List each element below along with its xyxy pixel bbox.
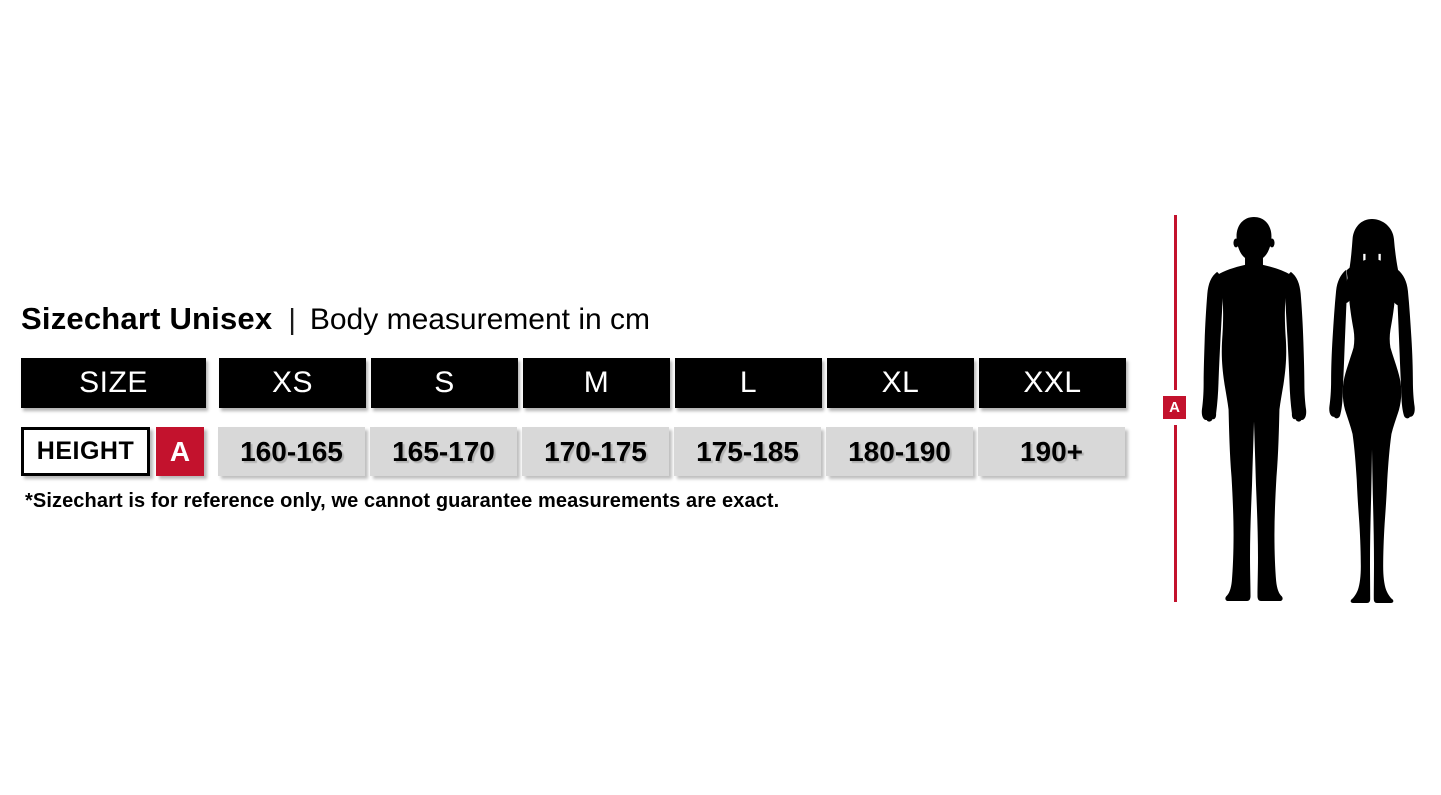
size-col-xs: XS: [219, 358, 366, 408]
height-value-xl: 180-190: [826, 427, 973, 476]
title-main: Sizechart Unisex: [21, 301, 273, 336]
male-silhouette-icon: [1201, 216, 1307, 602]
height-measure-line-bottom: [1174, 425, 1177, 602]
height-marker-badge: A: [156, 427, 204, 476]
height-value-xs: 160-165: [218, 427, 365, 476]
size-col-xl: XL: [827, 358, 974, 408]
size-col-l: L: [675, 358, 822, 408]
figure-marker-badge: A: [1163, 396, 1186, 419]
female-silhouette-icon: [1329, 219, 1415, 603]
footnote: *Sizechart is for reference only, we can…: [25, 490, 780, 512]
height-value-l: 175-185: [674, 427, 821, 476]
height-label-cell: HEIGHT: [21, 427, 150, 476]
height-value-s: 165-170: [370, 427, 517, 476]
height-value-xxl: 190+: [978, 427, 1125, 476]
size-table: SIZE XS S M L XL XXL HEIGHT A 160-165 16…: [21, 358, 1131, 476]
page-title: Sizechart Unisex | Body measurement in c…: [21, 301, 650, 337]
size-header-row: SIZE XS S M L XL XXL: [21, 358, 1131, 408]
title-separator: |: [288, 304, 296, 336]
height-row: HEIGHT A 160-165 165-170 170-175 175-185…: [21, 427, 1131, 476]
height-measure-line-top: [1174, 215, 1177, 390]
height-value-m: 170-175: [522, 427, 669, 476]
size-col-s: S: [371, 358, 518, 408]
size-corner-cell: SIZE: [21, 358, 206, 408]
title-subtitle: Body measurement in cm: [309, 303, 650, 336]
size-col-m: M: [523, 358, 670, 408]
size-col-xxl: XXL: [979, 358, 1126, 408]
